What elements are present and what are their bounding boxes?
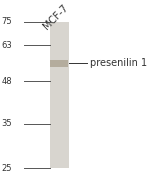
Text: 25: 25 (2, 164, 12, 173)
Bar (50, 60, 68, 67)
Text: presenilin 1: presenilin 1 (90, 58, 147, 68)
Text: 35: 35 (2, 119, 12, 128)
Text: 48: 48 (2, 77, 12, 86)
Text: 75: 75 (2, 17, 12, 27)
Bar (50, 22, 69, 168)
Text: 63: 63 (2, 41, 12, 50)
Text: MCF-7: MCF-7 (41, 2, 70, 31)
